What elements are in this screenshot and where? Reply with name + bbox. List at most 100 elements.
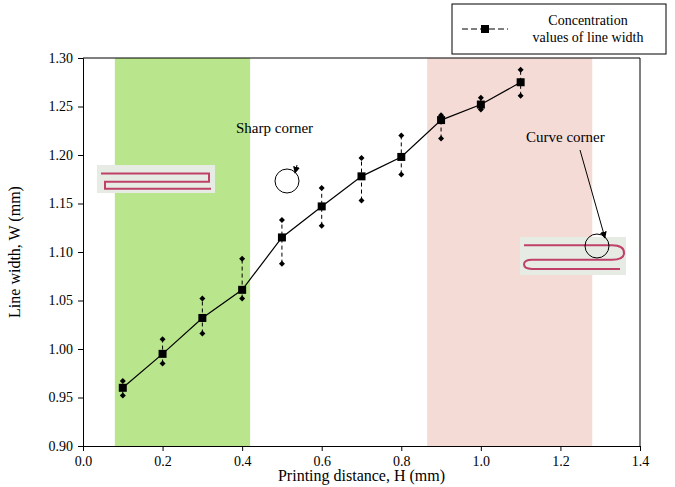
inset-image — [520, 237, 626, 275]
error-cap — [319, 223, 325, 229]
x-tick-label: 1.4 — [632, 454, 650, 469]
x-tick-label: 1.2 — [552, 454, 570, 469]
x-tick-mark — [401, 446, 402, 451]
x-tick-mark — [163, 446, 164, 451]
y-tick: 1.25 — [49, 99, 84, 114]
x-tick: 0.2 — [154, 446, 172, 469]
x-tick: 1.4 — [632, 446, 650, 469]
legend: Concentrationvalues of line width — [452, 4, 666, 54]
x-tick: 0.0 — [75, 446, 93, 469]
data-point — [397, 153, 405, 161]
x-tick: 0.6 — [313, 446, 331, 469]
x-tick: 0.4 — [234, 446, 252, 469]
error-cap — [319, 185, 325, 191]
y-tick: 1.00 — [49, 342, 84, 357]
x-tick-label: 0.0 — [75, 454, 93, 469]
x-tick-mark — [481, 446, 482, 451]
x-tick: 0.8 — [393, 446, 411, 469]
y-tick: 1.05 — [49, 293, 84, 308]
y-tick-mark — [78, 252, 83, 253]
y-tick-label: 1.20 — [49, 148, 74, 163]
x-axis-title: Printing distance, H (mm) — [278, 467, 445, 485]
chart: 0.0 0.2 0.4 0.6 0.8 1.0 1.2 1.4 0.90 0.95 1.00 1.05… — [0, 0, 675, 487]
y-tick-label: 0.95 — [49, 390, 74, 405]
error-cap — [120, 378, 126, 384]
y-tick-mark — [78, 301, 83, 302]
y-tick-mark — [78, 398, 83, 399]
y-tick-label: 1.25 — [49, 99, 74, 114]
y-tick: 1.30 — [49, 51, 84, 66]
legend-label: Concentrationvalues of line width — [533, 13, 644, 45]
plot: 0.0 0.2 0.4 0.6 0.8 1.0 1.2 1.4 0.90 0.95 1.00 1.05… — [49, 51, 650, 469]
legend-box — [452, 4, 666, 54]
data-point — [278, 233, 286, 241]
y-tick-label: 0.90 — [49, 439, 74, 454]
error-cap — [160, 336, 166, 342]
data-point — [119, 384, 127, 392]
y-tick-mark — [78, 58, 83, 59]
data-point — [198, 314, 206, 322]
x-tick-mark — [242, 446, 243, 451]
y-tick: 0.90 — [49, 439, 84, 454]
inset-background — [97, 165, 215, 193]
legend-marker — [481, 25, 489, 33]
shaded-region — [115, 58, 250, 446]
error-cap — [239, 296, 245, 302]
data-point — [477, 101, 485, 109]
data-point — [238, 286, 246, 294]
inset-image — [97, 165, 215, 193]
error-cap — [279, 217, 285, 223]
y-axis: 0.90 0.95 1.00 1.05 1.10 1.15 1.20 1.25 1.30 — [49, 51, 84, 454]
y-tick: 1.10 — [49, 245, 84, 260]
x-tick-mark — [560, 446, 561, 451]
annotation-circle — [585, 234, 609, 258]
error-cap — [359, 155, 365, 161]
x-tick-mark — [322, 446, 323, 451]
error-cap — [478, 95, 484, 101]
y-tick-label: 1.05 — [49, 293, 74, 308]
y-tick-label: 1.10 — [49, 245, 74, 260]
data-point — [517, 78, 525, 86]
x-axis-line — [84, 447, 641, 452]
x-tick: 1.0 — [473, 446, 491, 469]
error-cap — [359, 198, 365, 204]
x-tick: 1.2 — [552, 446, 570, 469]
error-cap — [438, 136, 444, 142]
y-tick-mark — [78, 204, 83, 205]
data-point — [318, 202, 326, 210]
inset-line — [101, 173, 211, 188]
x-tick-label: 0.4 — [234, 454, 252, 469]
y-tick: 1.15 — [49, 196, 84, 211]
inset-background — [520, 237, 626, 275]
x-tick-label: 1.0 — [473, 454, 491, 469]
y-tick-mark — [78, 349, 83, 350]
series-line — [123, 82, 521, 388]
y-tick-label: 1.30 — [49, 51, 74, 66]
error-cap — [398, 133, 404, 139]
y-axis-line — [78, 59, 84, 447]
data-point — [159, 350, 167, 358]
frame-top — [83, 58, 640, 59]
y-tick-mark — [78, 446, 83, 447]
annotation: Sharp corner — [236, 120, 313, 136]
x-tick-label: 0.2 — [154, 454, 172, 469]
error-cap — [199, 330, 205, 336]
error-cap — [279, 261, 285, 267]
y-tick-mark — [78, 107, 83, 108]
error-bar — [281, 220, 282, 264]
error-cap — [120, 393, 126, 399]
error-cap — [160, 361, 166, 367]
annotation-arrow — [580, 150, 605, 238]
error-cap — [199, 296, 205, 302]
x-axis: 0.0 0.2 0.4 0.6 0.8 1.0 1.2 1.4 — [75, 446, 650, 469]
y-tick: 0.95 — [49, 390, 84, 405]
y-tick-mark — [78, 155, 83, 156]
error-cap — [518, 67, 524, 73]
y-tick-label: 1.15 — [49, 196, 74, 211]
y-tick-label: 1.00 — [49, 342, 74, 357]
error-cap — [518, 93, 524, 99]
y-tick: 1.20 — [49, 148, 84, 163]
annotation-circle — [275, 169, 299, 193]
annotation: Curve corner — [526, 129, 605, 145]
data-point — [358, 172, 366, 180]
